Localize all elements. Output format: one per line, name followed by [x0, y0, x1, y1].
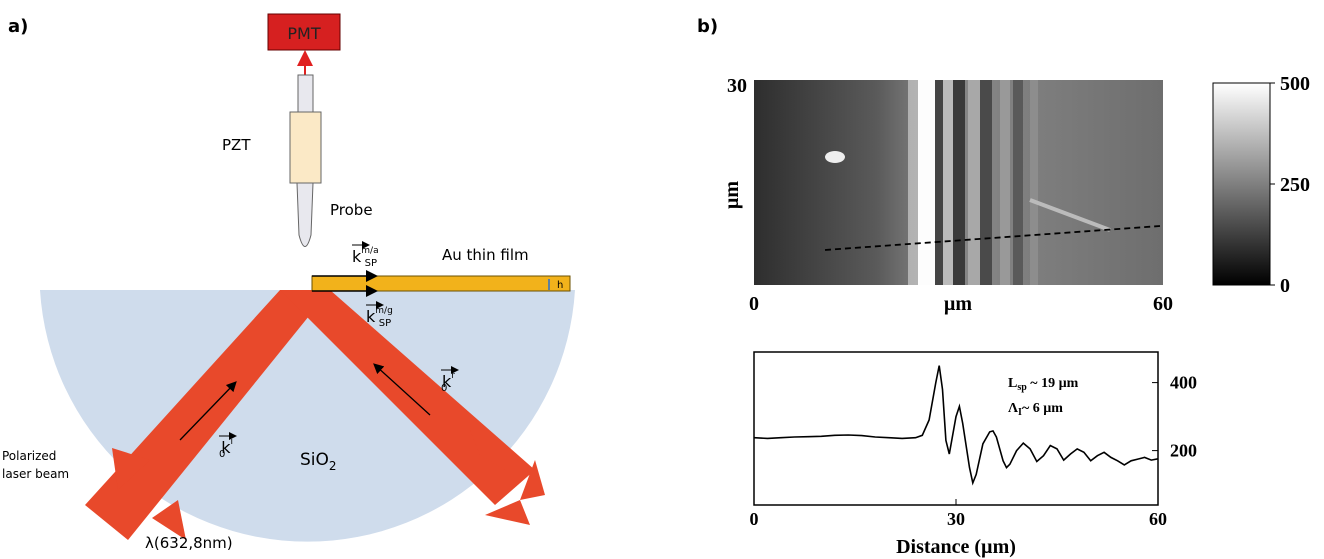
k-base: k	[442, 372, 452, 391]
profile-line	[753, 365, 1159, 486]
plot-frame	[753, 351, 1159, 506]
wave-vector: km/g SP	[366, 306, 393, 329]
x-tick-label: 60	[1149, 509, 1167, 529]
k-sub: 0	[219, 449, 225, 460]
wave-vector: ki 0	[219, 437, 233, 460]
panel-b: b) µm µm Distance (µm) Lsp ~ 19 µm ΛI~ 6…	[697, 16, 1271, 558]
label: λ(632,8nm)	[145, 534, 233, 552]
k-sup: i	[230, 437, 233, 447]
axis-label: µm	[944, 293, 973, 315]
x-tick-label: 0	[749, 293, 759, 315]
label: Au thin film	[442, 246, 529, 264]
label: Polarized	[2, 449, 56, 463]
k-base: k	[352, 247, 362, 266]
annotation: Lsp ~ 19 µm	[1008, 376, 1079, 393]
y-tick-label: 200	[1170, 441, 1197, 461]
panel-label: b)	[697, 16, 718, 37]
k-base: k	[221, 438, 231, 457]
near-field-map	[754, 80, 1163, 285]
arrow	[373, 363, 431, 416]
colorbar	[1212, 82, 1271, 286]
pzt-block	[289, 111, 322, 184]
k-sub: SP	[365, 258, 377, 269]
probe-tip	[296, 182, 314, 247]
wave-vector: kr 0	[441, 371, 455, 394]
y-tick-label: 400	[1170, 373, 1197, 393]
k-sup: r	[451, 371, 455, 381]
colorbar-label: 0	[1280, 275, 1290, 297]
label: laser beam	[2, 467, 69, 481]
label: PMT	[287, 24, 320, 43]
axis-label: µm	[721, 181, 743, 210]
axis-label: Distance (µm)	[896, 536, 1016, 558]
k-sup: m/g	[375, 306, 393, 316]
arrow	[179, 381, 237, 441]
y-tick-label: 30	[727, 75, 747, 97]
label: h	[557, 280, 563, 291]
colorbar-label: 250	[1280, 174, 1310, 196]
label: Probe	[330, 201, 373, 219]
pmt-box	[267, 13, 341, 51]
wave-vector: km/a SP	[352, 246, 379, 269]
k-sub: 0	[441, 383, 447, 394]
x-tick-label: 30	[947, 509, 965, 529]
k-sub: SP	[379, 318, 391, 329]
x-tick-label: 0	[750, 509, 759, 529]
x-tick-label: 60	[1153, 293, 1173, 315]
k-sup: m/a	[361, 246, 378, 256]
k-base: k	[366, 307, 376, 326]
annotation: ΛI~ 6 µm	[1008, 401, 1063, 418]
panel-label: a)	[8, 16, 28, 37]
label: PZT	[222, 136, 251, 154]
au-film	[311, 275, 571, 292]
laser-beam	[85, 290, 545, 540]
probe-tube	[297, 74, 314, 114]
colorbar-label: 500	[1280, 73, 1310, 95]
label: SiO2	[300, 450, 337, 473]
panel-a: a) h PMT PZT Probe Au thin film SiO2 Pol…	[2, 13, 575, 552]
